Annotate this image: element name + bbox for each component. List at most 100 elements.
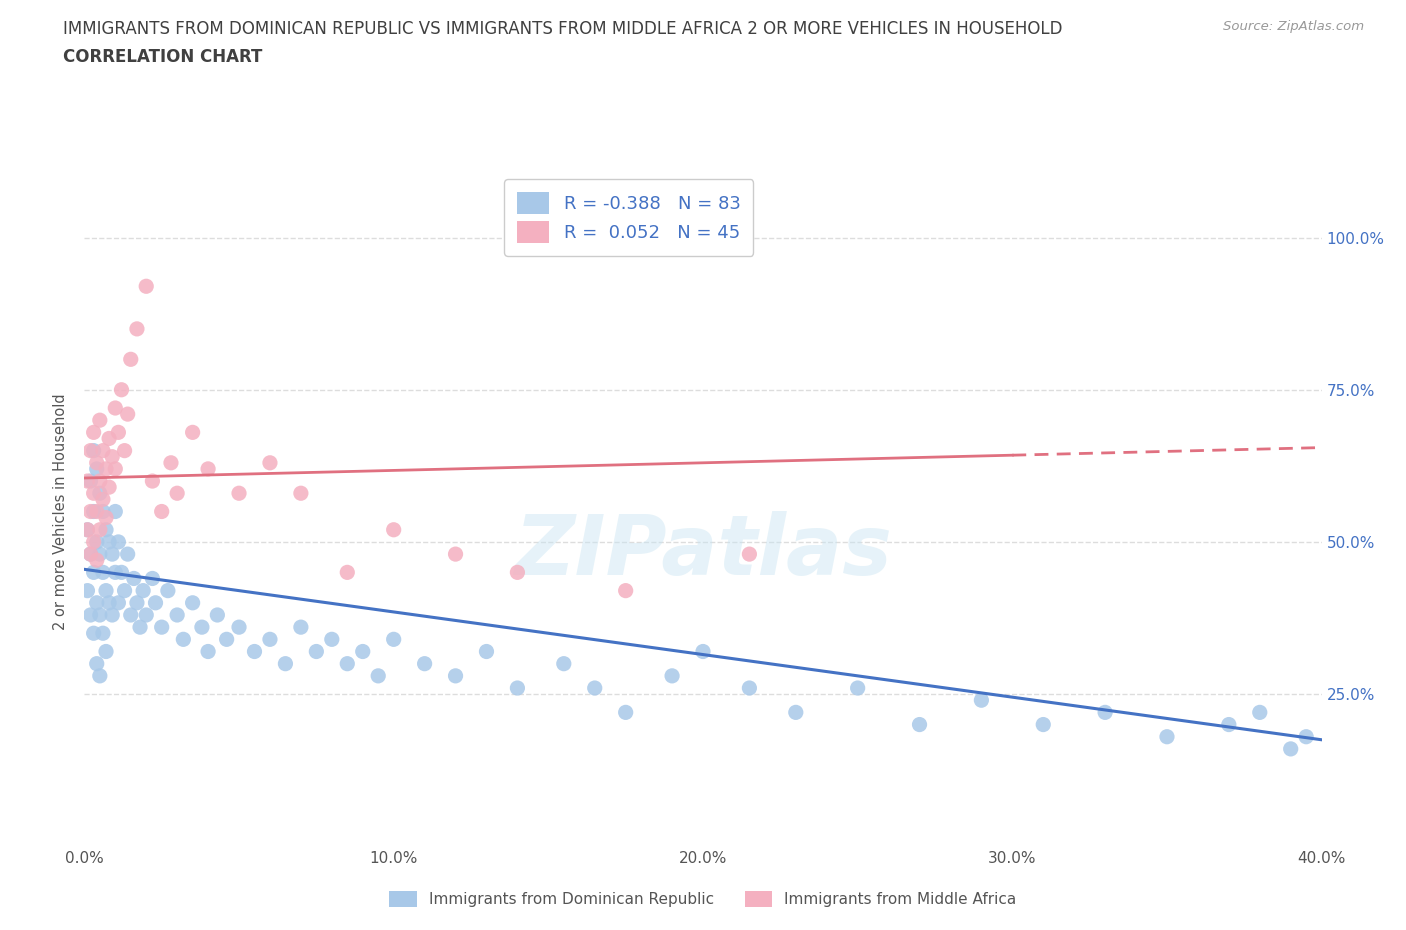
Point	[738, 681, 761, 696]
Point	[86, 552, 108, 567]
Point	[259, 456, 281, 471]
Point	[553, 657, 575, 671]
Point	[166, 607, 188, 622]
Point	[83, 504, 105, 519]
Point	[132, 583, 155, 598]
Point	[76, 523, 98, 538]
Point	[94, 644, 117, 659]
Point	[86, 461, 108, 476]
Point	[104, 401, 127, 416]
Y-axis label: 2 or more Vehicles in Household: 2 or more Vehicles in Household	[53, 393, 69, 630]
Point	[352, 644, 374, 659]
Point	[846, 681, 869, 696]
Point	[101, 547, 124, 562]
Point	[79, 504, 101, 519]
Point	[107, 535, 129, 550]
Point	[135, 607, 157, 622]
Point	[104, 461, 127, 476]
Point	[382, 523, 405, 538]
Point	[506, 681, 529, 696]
Point	[290, 619, 312, 634]
Point	[145, 595, 167, 610]
Point	[583, 681, 606, 696]
Point	[79, 444, 101, 458]
Point	[91, 492, 114, 507]
Point	[91, 444, 114, 458]
Point	[83, 485, 105, 500]
Point	[91, 626, 114, 641]
Point	[156, 583, 179, 598]
Point	[83, 535, 105, 550]
Point	[228, 485, 250, 500]
Point	[83, 565, 105, 579]
Point	[172, 631, 194, 646]
Point	[94, 511, 117, 525]
Point	[908, 717, 931, 732]
Point	[120, 352, 142, 366]
Point	[243, 644, 266, 659]
Point	[89, 523, 111, 538]
Point	[117, 547, 139, 562]
Point	[1032, 717, 1054, 732]
Point	[1279, 741, 1302, 756]
Point	[107, 425, 129, 440]
Point	[1249, 705, 1271, 720]
Legend: Immigrants from Dominican Republic, Immigrants from Middle Africa: Immigrants from Dominican Republic, Immi…	[384, 884, 1022, 913]
Point	[89, 413, 111, 428]
Point	[125, 322, 148, 337]
Point	[83, 425, 105, 440]
Point	[79, 473, 101, 488]
Point	[91, 504, 114, 519]
Point	[150, 619, 173, 634]
Point	[970, 693, 993, 708]
Point	[197, 461, 219, 476]
Point	[98, 595, 121, 610]
Point	[104, 565, 127, 579]
Point	[215, 631, 238, 646]
Point	[122, 571, 145, 586]
Point	[98, 535, 121, 550]
Point	[382, 631, 405, 646]
Point	[83, 626, 105, 641]
Point	[1156, 729, 1178, 744]
Point	[107, 595, 129, 610]
Point	[76, 583, 98, 598]
Point	[76, 473, 98, 488]
Point	[141, 473, 163, 488]
Point	[101, 607, 124, 622]
Point	[101, 449, 124, 464]
Point	[367, 669, 389, 684]
Point	[614, 583, 637, 598]
Point	[120, 607, 142, 622]
Point	[614, 705, 637, 720]
Point	[76, 523, 98, 538]
Point	[160, 456, 183, 471]
Point	[191, 619, 214, 634]
Point	[475, 644, 498, 659]
Point	[89, 607, 111, 622]
Point	[86, 535, 108, 550]
Point	[661, 669, 683, 684]
Point	[117, 406, 139, 421]
Text: CORRELATION CHART: CORRELATION CHART	[63, 48, 263, 66]
Point	[150, 504, 173, 519]
Point	[259, 631, 281, 646]
Point	[98, 480, 121, 495]
Point	[692, 644, 714, 659]
Point	[785, 705, 807, 720]
Point	[228, 619, 250, 634]
Point	[506, 565, 529, 579]
Point	[114, 583, 136, 598]
Point	[94, 461, 117, 476]
Point	[79, 547, 101, 562]
Point	[197, 644, 219, 659]
Point	[89, 485, 111, 500]
Point	[738, 547, 761, 562]
Point	[104, 504, 127, 519]
Point	[413, 657, 436, 671]
Point	[336, 565, 359, 579]
Point	[336, 657, 359, 671]
Text: IMMIGRANTS FROM DOMINICAN REPUBLIC VS IMMIGRANTS FROM MIDDLE AFRICA 2 OR MORE VE: IMMIGRANTS FROM DOMINICAN REPUBLIC VS IM…	[63, 20, 1063, 38]
Point	[79, 547, 101, 562]
Point	[110, 382, 132, 397]
